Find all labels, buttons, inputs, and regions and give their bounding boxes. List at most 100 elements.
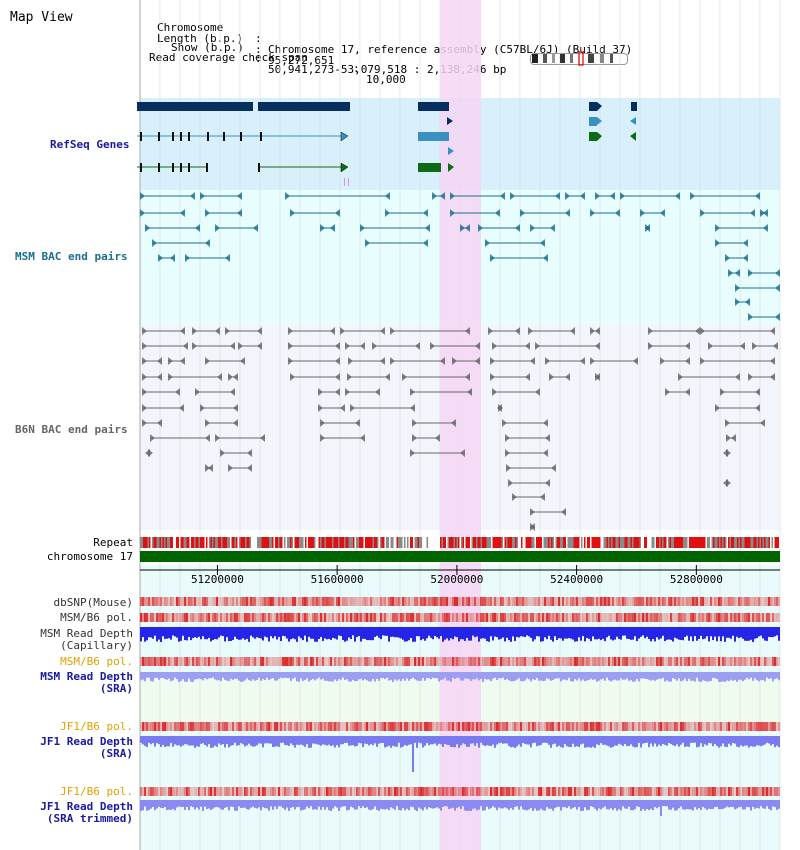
jf1-depth-sra-bar [686,736,688,747]
msm-b6-pol-cell [764,613,767,622]
b6n-bac-pair-end [142,373,147,381]
repeat-element [416,537,418,548]
repeat-element [539,537,541,548]
msm-depth-capillary-bar [258,627,260,638]
msm-b6-pol-cell [486,613,489,622]
jf1-depth-trim-bar [190,800,192,807]
jf1-depth-trim-bar [192,800,194,808]
repeat-element [714,537,717,548]
msm-depth-sra-bar [220,672,222,682]
exon-mark [140,163,142,172]
jf1-b6-pol-cell [344,722,347,731]
jf1-b6-pol-cell [178,722,181,731]
repeat-element [492,537,495,548]
msm-depth-sra-bar [548,672,550,680]
jf1-depth-sra-bar [576,736,578,747]
jf1-depth-sra-bar [540,736,542,746]
jf1-depth-sra-bar [634,736,636,748]
msm-bac-pair-end [205,209,210,217]
jf1-b6-pol-cell [762,722,765,731]
jf1-b6-pol-2-cell [414,787,417,796]
repeat-element [713,537,715,548]
jf1-b6-pol-cell [242,722,245,731]
msm-depth-capillary-bar [518,627,520,638]
jf1-b6-pol-cell [410,722,413,731]
repeat-element [686,537,688,548]
jf1-b6-pol-cell [526,722,529,731]
jf1-depth-sra-bar [400,736,402,748]
jf1-depth-sra-bar [436,736,438,746]
jf1-b6-pol-2-cell [588,787,591,796]
msm-b6-pol-2-cell [584,657,587,666]
dbsnp-cell [652,597,655,606]
jf1-b6-pol-2-cell [392,787,395,796]
repeat-element [371,537,373,548]
msm-b6-pol-cell [346,613,349,622]
jf1-b6-pol-cell [508,722,511,731]
dbsnp-cell [670,597,673,606]
dbsnp-cell [392,597,395,606]
jf1-b6-pol-2-cell [548,787,551,796]
dbsnp-cell [210,597,213,606]
jf1-depth-sra-bar [268,736,270,744]
b6n-bac-pair-end [467,388,472,396]
jf1-b6-pol-cell [192,722,195,731]
jf1-b6-pol-cell [152,722,155,731]
msm-depth-sra-bar [286,672,288,678]
msm-depth-capillary-bar [672,627,674,642]
msm-b6-pol-2-cell [618,657,621,666]
jf1-depth-trim-bar [642,800,644,809]
msm-b6-pol-cell [318,613,321,622]
msm-b6-pol-2-cell [458,657,461,666]
msm-b6-pol-2-cell [622,657,625,666]
jf1-depth-trim-bar [472,800,474,809]
msm-depth-sra-bar [268,672,270,681]
msm-depth-sra-bar [330,672,332,682]
b6n-bac-pair-end [460,449,465,457]
jf1-depth-trim-bar [544,800,546,811]
jf1-depth-sra-bar [774,736,776,748]
msm-b6-pol-cell [744,613,747,622]
jf1-b6-pol-cell [558,722,561,731]
msm-b6-pol-2-cell [676,657,679,666]
jf1-b6-pol-cell [706,722,709,731]
msm-depth-sra-bar [276,672,278,681]
msm-b6-pol-cell [154,613,157,622]
repeat-element [573,537,576,548]
jf1-b6-pol-cell [726,722,729,731]
msm-b6-pol-cell [490,613,493,622]
msm-depth-capillary-bar [224,627,226,642]
repeat-element [432,537,435,548]
repeat-element [354,537,357,548]
b6n-bac-pair-end [665,388,670,396]
jf1-depth-trim-bar [250,800,252,808]
repeat-element [336,537,339,548]
msm-depth-capillary-bar [154,627,156,636]
dbsnp-cell [432,597,435,606]
jf1-depth-trim-bar [436,800,438,808]
jf1-b6-pol-cell [616,722,619,731]
dbsnp-cell [464,597,467,606]
jf1-depth-sra-bar [190,736,192,746]
repeat-element [626,537,628,548]
msm-b6-pol-cell [334,613,337,622]
msm-depth-sra-bar [320,672,322,680]
jf1-b6-pol-cell [336,722,339,731]
msm-depth-capillary-bar [576,627,578,642]
repeat-element [362,537,364,548]
jf1-depth-trim-bar [740,800,742,807]
dbsnp-cell [252,597,255,606]
jf1-b6-pol-2-cell [730,787,733,796]
jf1-depth-trim-bar [394,800,396,810]
msm-depth-sra-bar [528,672,530,680]
jf1-b6-pol-2-cell [174,787,177,796]
dbsnp-cell [634,597,637,606]
repeat-element [588,537,591,548]
jf1-b6-pol-cell [632,722,635,731]
msm-b6-pol-2-cell [548,657,551,666]
b6n-bac-pair-end [590,357,595,365]
jf1-depth-trim-bar [706,800,708,810]
repeat-element [387,537,390,548]
dbsnp-cell [278,597,281,606]
